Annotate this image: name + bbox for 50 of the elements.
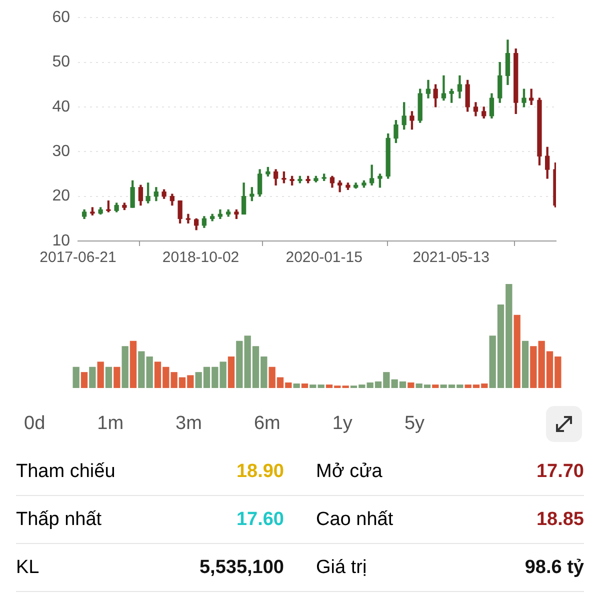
category-label: Tham chiếu <box>16 460 116 482</box>
bar <box>89 366 96 388</box>
text: 98.6 tỷ <box>524 556 584 578</box>
text: 0d <box>23 412 46 436</box>
category-label: Giá trị <box>316 556 367 578</box>
bar <box>114 366 120 388</box>
category-label: KL <box>16 556 40 578</box>
bar <box>301 384 308 388</box>
y-tick-label: 40 <box>52 98 70 116</box>
bar <box>130 340 137 388</box>
bar <box>138 351 145 388</box>
text: 5,535,100 <box>199 556 284 578</box>
text: 18.90 <box>236 460 284 482</box>
bar <box>522 340 529 388</box>
y-tick-label: 20 <box>52 188 70 205</box>
bar <box>432 384 439 388</box>
bar <box>228 356 235 388</box>
bar <box>80 372 88 388</box>
category-label: Cao nhất <box>316 508 394 530</box>
text: 6m <box>252 412 282 436</box>
bar <box>122 346 128 388</box>
bar <box>146 356 153 388</box>
bar <box>530 346 537 388</box>
x-tick-label: 2018-10-02 <box>162 249 240 266</box>
bar <box>408 382 414 388</box>
text: 17.60 <box>236 508 284 530</box>
bar <box>318 384 324 388</box>
y-tick-label: 60 <box>52 9 70 26</box>
category-label: Mở cửa <box>316 460 382 482</box>
text: 5y <box>403 412 426 436</box>
x-tick-label: 2017-06-21 <box>40 249 116 266</box>
x-tick-label: 2020-01-15 <box>286 249 362 266</box>
category-label: Thấp nhất <box>16 508 102 530</box>
y-tick-label: 10 <box>52 232 70 250</box>
x-tick-label: 2021-05-13 <box>412 249 490 266</box>
text: 18.85 <box>536 508 584 530</box>
text: 1y <box>331 412 354 436</box>
text: 17.70 <box>536 460 584 482</box>
text: 3m <box>174 412 203 436</box>
bar <box>293 384 300 388</box>
bar <box>310 384 316 388</box>
bar <box>97 362 104 388</box>
y-tick-label: 30 <box>52 143 70 160</box>
bar <box>236 340 243 388</box>
y-tick-label: 50 <box>52 54 70 71</box>
bar <box>72 366 80 388</box>
bar <box>105 366 112 388</box>
text: 1m <box>96 412 125 436</box>
bar <box>514 314 520 388</box>
bar <box>220 362 226 388</box>
